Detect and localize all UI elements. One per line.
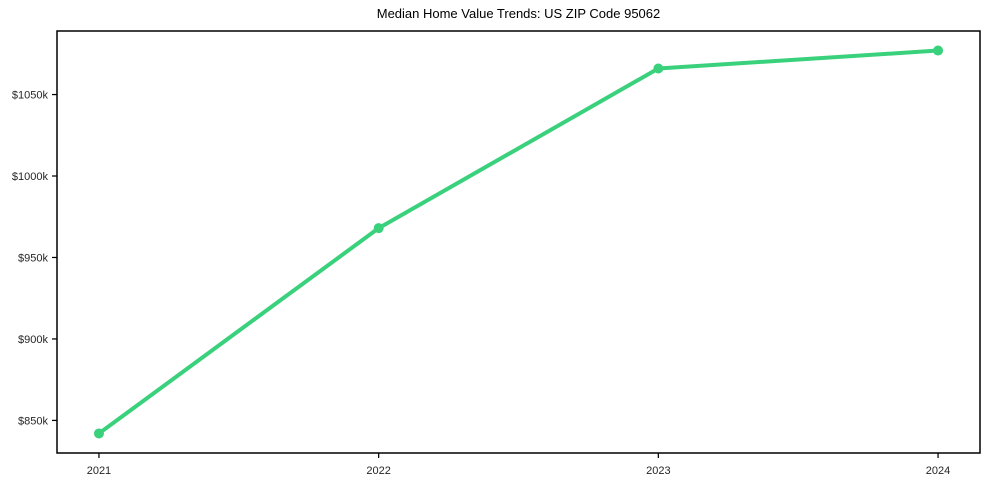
x-tick-label: 2024 (926, 465, 950, 477)
y-tick-label: $950k (18, 252, 48, 264)
data-markers (93, 45, 944, 439)
data-point (93, 428, 104, 439)
trend-line (96, 48, 941, 436)
plot-border (56, 30, 981, 454)
x-tick-label: 2022 (366, 465, 390, 477)
x-axis-labels: 2021 2022 2023 2024 (87, 465, 951, 477)
data-point (653, 63, 664, 74)
y-axis-ticks (52, 93, 57, 422)
y-axis-labels: $850k $900k $950k $1000k $1050k (12, 90, 49, 428)
y-tick-label: $1050k (12, 90, 49, 102)
chart-title: Median Home Value Trends: US ZIP Code 95… (376, 6, 661, 21)
x-tick-label: 2021 (87, 465, 111, 477)
data-point (933, 45, 944, 56)
data-point (373, 223, 384, 234)
y-tick-label: $1000k (12, 171, 49, 183)
x-axis-ticks (98, 453, 939, 458)
y-tick-label: $850k (18, 415, 48, 427)
y-tick-label: $900k (18, 334, 48, 346)
x-tick-label: 2023 (646, 465, 670, 477)
